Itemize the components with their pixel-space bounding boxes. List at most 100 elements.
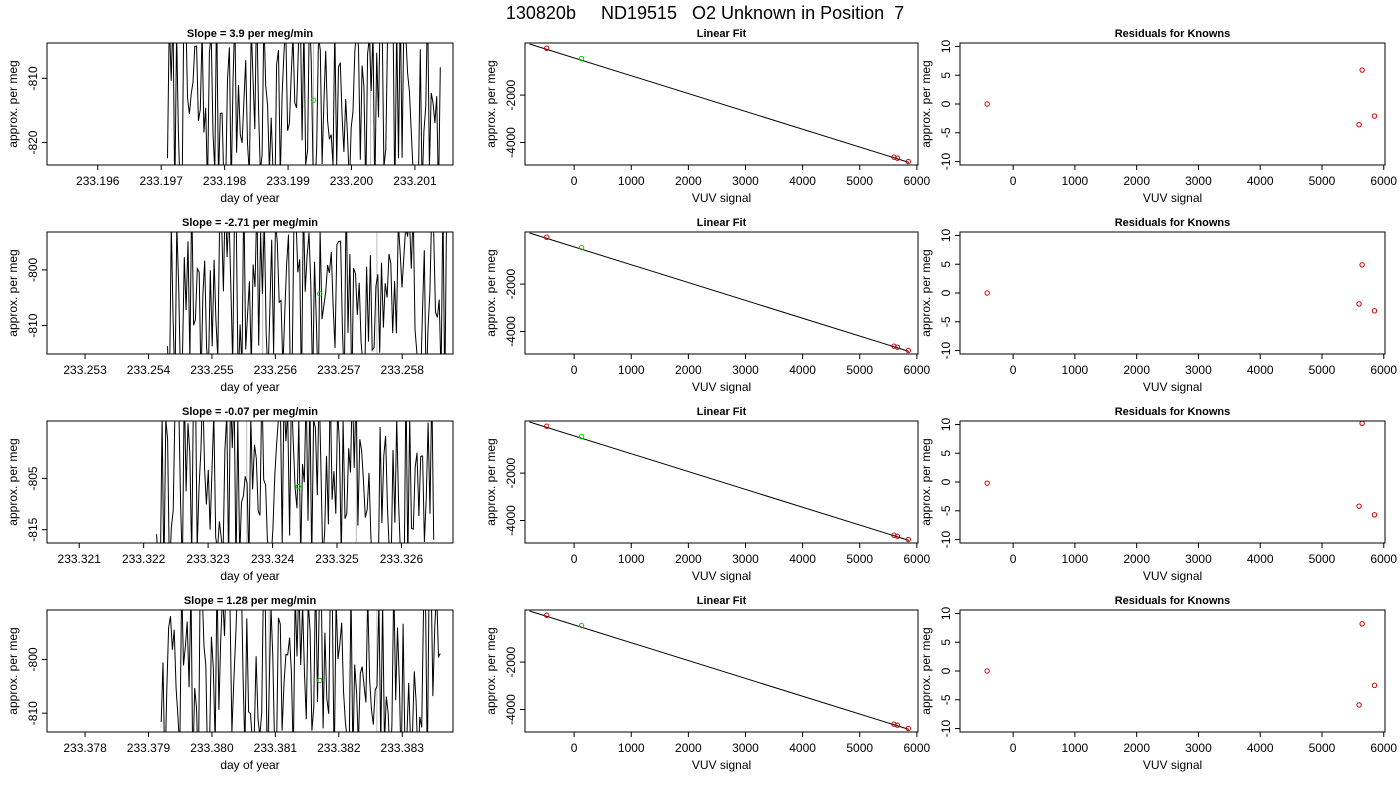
x-axis-label: VUV signal — [692, 380, 751, 394]
residual-point — [1371, 308, 1378, 314]
y-axis: -810 -820 approx. per meg — [6, 60, 47, 155]
x-tick-label: 5000 — [1309, 174, 1336, 188]
y-axis: -2000 -4000 approx. per meg — [484, 60, 525, 158]
y-tick-label: -810 — [26, 313, 40, 337]
x-tick-label: 233.321 — [58, 552, 102, 566]
x-axis: 0 1000 2000 3000 4000 5000 6000 VUV signal — [571, 165, 931, 205]
y-tick-label: 0 — [939, 478, 953, 485]
x-tick-label: 0 — [1010, 741, 1017, 755]
y-tick-label: 5 — [939, 639, 953, 646]
known-point — [544, 234, 550, 240]
x-tick-label: 1000 — [618, 174, 645, 188]
signal-trace — [160, 610, 441, 732]
known-point — [544, 612, 550, 618]
unknown-point — [317, 677, 323, 684]
y-tick-label: -4000 — [504, 694, 518, 725]
x-tick-label: 233.200 — [330, 174, 374, 188]
residual-point — [1356, 122, 1362, 128]
known-point — [905, 536, 911, 543]
x-tick-label: 4000 — [789, 174, 816, 188]
y-axis: 10 5 0 -5 -10 approx. per meg — [919, 39, 960, 170]
x-tick-label: 2000 — [1123, 741, 1150, 755]
residual-point — [984, 480, 990, 486]
unknown-point — [578, 244, 585, 251]
fit-line — [529, 232, 910, 352]
y-tick-label: -4000 — [504, 505, 518, 536]
known-point — [891, 154, 897, 160]
signal-trace — [167, 232, 447, 354]
plot-area — [984, 67, 1378, 128]
known-point — [891, 721, 897, 727]
y-axis-label: approx. per meg — [6, 60, 20, 147]
known-point — [905, 158, 911, 165]
y-axis: -2000 -4000 approx. per meg — [484, 249, 525, 347]
y-tick-label: -2000 — [504, 79, 518, 110]
y-tick-label: -2000 — [504, 646, 518, 677]
y-tick-label: -5 — [939, 316, 953, 327]
plot-frame — [524, 42, 919, 166]
plot-area — [984, 262, 1378, 314]
x-tick-label: 6000 — [904, 552, 931, 566]
x-tick-label: 2000 — [675, 552, 702, 566]
x-tick-label: 6000 — [1370, 552, 1397, 566]
unknown-point — [317, 291, 323, 297]
y-axis-label: approx. per meg — [6, 438, 20, 525]
y-axis-label: approx. per meg — [484, 627, 498, 714]
x-axis: 0 1000 2000 3000 4000 5000 6000 VUV signal — [571, 543, 931, 583]
plot-area — [984, 621, 1378, 708]
y-tick-label: -4000 — [504, 127, 518, 158]
plot-area — [167, 43, 441, 165]
plot-area — [156, 421, 435, 543]
panel-title: Slope = 1.28 per meg/min — [184, 595, 317, 607]
plot-area — [160, 610, 441, 732]
y-tick-label: -800 — [26, 258, 40, 282]
unknown-point — [578, 55, 585, 62]
plot-area — [167, 232, 447, 354]
plot-frame — [46, 420, 454, 544]
plot-area — [984, 421, 1378, 518]
panel-fit-2: Linear Fit 0 1000 2000 3000 4000 5000 6000 VUV s… — [484, 217, 931, 394]
plot-frame — [959, 420, 1386, 544]
y-axis: -2000 -4000 approx. per meg — [484, 627, 525, 725]
y-axis-label: approx. per meg — [484, 60, 498, 147]
y-tick-label: -10 — [939, 720, 953, 738]
panel-title: Linear Fit — [697, 28, 747, 40]
panel-title: Linear Fit — [697, 217, 747, 229]
x-axis: 233.196 233.197 233.198 233.199 233.200 233.2… — [76, 165, 437, 205]
residual-point — [1359, 67, 1365, 73]
x-tick-label: 4000 — [1247, 363, 1274, 377]
y-tick-label: -820 — [26, 130, 40, 154]
plot-frame — [524, 231, 919, 355]
x-tick-label: 1000 — [1062, 174, 1089, 188]
residual-point — [984, 668, 990, 674]
panel-fit-3: Linear Fit 0 1000 2000 3000 4000 5000 6000 VUV s… — [484, 406, 931, 583]
x-tick-label: 5000 — [1309, 741, 1336, 755]
y-axis: 10 5 0 -5 -10 approx. per meg — [919, 228, 960, 359]
x-tick-label: 6000 — [904, 741, 931, 755]
x-tick-label: 4000 — [789, 741, 816, 755]
x-tick-label: 233.379 — [127, 741, 171, 755]
plot-area — [529, 610, 911, 732]
x-tick-label: 0 — [1010, 552, 1017, 566]
panel-title: Slope = -2.71 per meg/min — [182, 217, 318, 229]
residual-point — [984, 290, 990, 296]
fit-line — [529, 421, 910, 541]
y-tick-label: 0 — [939, 667, 953, 674]
x-tick-label: 2000 — [675, 741, 702, 755]
x-tick-label: 233.381 — [254, 741, 298, 755]
x-tick-label: 233.258 — [381, 363, 425, 377]
x-axis-label: VUV signal — [1143, 758, 1202, 772]
x-axis: 0 1000 2000 3000 4000 5000 6000 VUV signal — [1010, 354, 1397, 394]
plot-frame — [959, 609, 1386, 733]
x-axis: 0 1000 2000 3000 4000 5000 6000 VUV signal — [1010, 165, 1397, 205]
known-point — [894, 155, 901, 161]
unknown-point — [295, 483, 302, 490]
y-tick-label: 0 — [939, 100, 953, 107]
x-tick-label: 4000 — [789, 552, 816, 566]
plot-frame — [959, 42, 1386, 166]
x-tick-label: 3000 — [732, 552, 759, 566]
x-tick-label: 0 — [571, 741, 578, 755]
